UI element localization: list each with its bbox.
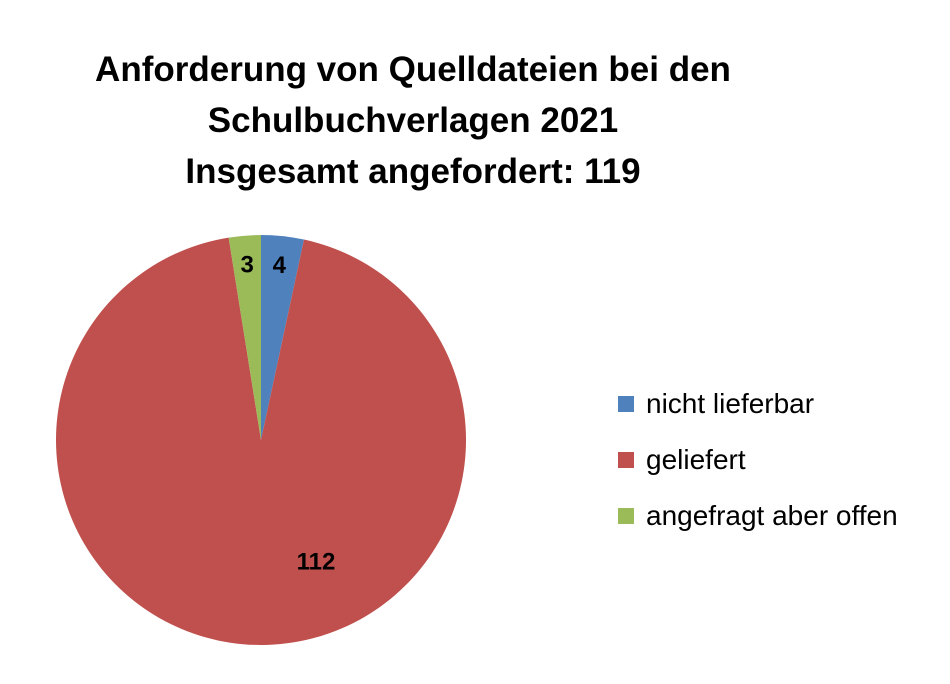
legend-label-nicht-lieferbar: nicht lieferbar [646,388,815,419]
pie-slice-geliefert [55,237,466,645]
legend-label-angefragt-aber-offen: angefragt aber offen [646,500,898,531]
legend-swatch-angefragt-aber-offen [618,508,634,524]
legend-item-geliefert: geliefert [618,432,898,488]
pie-slice-angefragt-aber-offen [228,235,261,440]
data-label-nicht-lieferbar: 4 [273,252,287,279]
data-label-angefragt-aber-offen: 3 [241,252,254,279]
pie-slice-nicht-lieferbar [261,235,304,440]
legend-item-angefragt-aber-offen: angefragt aber offen [618,488,898,544]
chart-title-line-2: Schulbuchverlagen 2021 [207,101,619,140]
chart-title: Anforderung von Quelldateien bei den Sch… [0,44,826,197]
chart-title-line-1: Anforderung von Quelldateien bei den [95,50,731,89]
data-label-geliefert: 112 [297,548,336,575]
legend-item-nicht-lieferbar: nicht lieferbar [618,376,898,432]
legend-swatch-nicht-lieferbar [618,396,634,412]
legend-swatch-geliefert [618,452,634,468]
chart-title-line-3: Insgesamt angefordert: 119 [185,152,641,191]
legend-label-geliefert: geliefert [646,444,746,475]
legend: nicht lieferbar geliefert angefragt aber… [618,376,898,544]
